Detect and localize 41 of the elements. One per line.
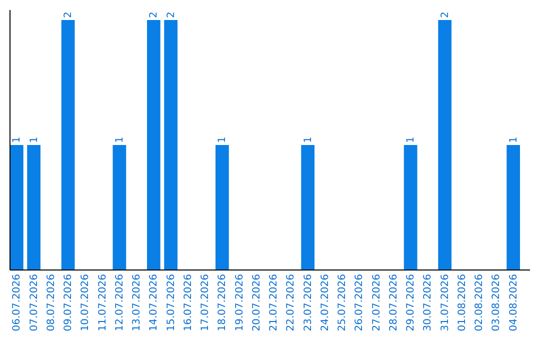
- x-tick-label: 26.07.2026: [354, 274, 366, 332]
- data-label: 1: [12, 136, 23, 143]
- data-label: 1: [28, 136, 40, 143]
- data-label: 2: [166, 12, 177, 18]
- x-tick-label: 12.07.2026: [114, 274, 126, 332]
- data-label: 1: [114, 136, 126, 143]
- x-tick-label: 07.07.2026: [28, 274, 40, 332]
- data-label: 1: [302, 136, 314, 143]
- x-tick-label: 19.07.2026: [234, 274, 246, 332]
- x-tick-label: 17.07.2026: [200, 274, 212, 332]
- x-tick-label: 15.07.2026: [166, 274, 177, 332]
- x-tick-label: 13.07.2026: [132, 274, 143, 332]
- x-tick-label: 14.07.2026: [148, 274, 160, 332]
- x-tick-label: 30.07.2026: [422, 274, 434, 332]
- x-tick-label: 02.08.2026: [474, 274, 486, 332]
- x-tick-label: 22.07.2026: [286, 274, 297, 332]
- x-tick-label: 29.07.2026: [406, 274, 417, 332]
- x-tick-label: 20.07.2026: [251, 274, 262, 332]
- x-tick-label: 09.07.2026: [63, 274, 74, 332]
- data-label: 1: [508, 136, 520, 143]
- x-tick-label: 27.07.2026: [371, 274, 382, 332]
- x-tick-label: 01.08.2026: [456, 274, 468, 332]
- data-label: 1: [406, 136, 417, 143]
- x-tick-label: 24.07.2026: [320, 274, 331, 332]
- x-tick-label: 21.07.2026: [268, 274, 280, 332]
- x-tick-label: 11.07.2026: [97, 274, 108, 332]
- x-tick-label: 28.07.2026: [388, 274, 400, 332]
- x-tick-label: 10.07.2026: [80, 274, 92, 332]
- data-label: 2: [148, 12, 160, 18]
- x-tick-label: 23.07.2026: [302, 274, 314, 332]
- x-tick-label: 08.07.2026: [46, 274, 57, 332]
- x-tick-label: 31.07.2026: [440, 274, 451, 332]
- data-label: 1: [217, 136, 228, 143]
- x-tick-label: 25.07.2026: [337, 274, 348, 332]
- data-label: 2: [440, 12, 451, 18]
- x-tick-label: 18.07.2026: [217, 274, 228, 332]
- x-tick-label: 03.08.2026: [491, 274, 502, 332]
- data-label: 2: [63, 12, 74, 18]
- x-tick-label: 06.07.2026: [12, 274, 23, 332]
- x-tick-label: 04.08.2026: [508, 274, 520, 332]
- x-tick-label: 16.07.2026: [182, 274, 194, 332]
